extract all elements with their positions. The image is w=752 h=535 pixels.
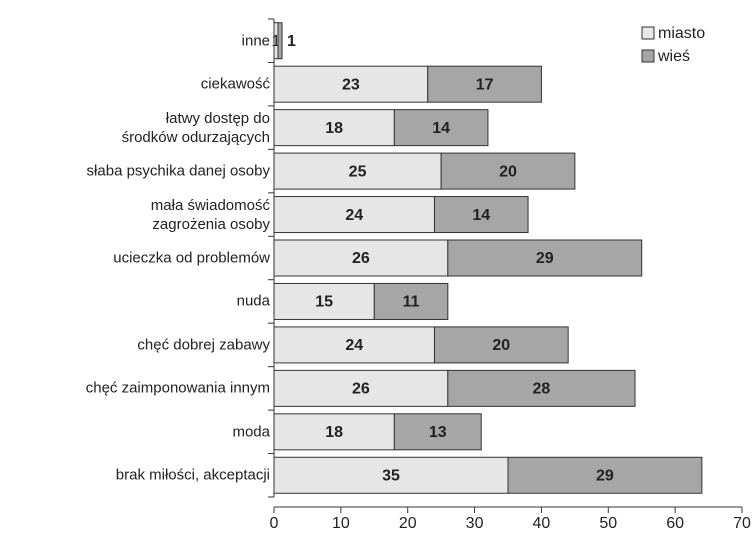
- bar-segment: [273, 196, 435, 234]
- bar-segment: [273, 152, 442, 190]
- bar-segment: [440, 152, 576, 190]
- bar-segment: [273, 413, 395, 451]
- category-label: nuda: [236, 292, 270, 310]
- legend-label: wieś: [657, 48, 690, 65]
- x-tick-label: 50: [599, 515, 617, 532]
- bar-segment: [273, 109, 395, 147]
- bar-segment: [277, 22, 283, 60]
- category-label: słaba psychika danej osoby: [86, 162, 270, 180]
- category-label: ucieczka od problemów: [113, 249, 270, 267]
- value-label: 28: [533, 381, 551, 398]
- value-label: 20: [492, 337, 510, 354]
- value-label: 17: [476, 76, 494, 93]
- value-label: 14: [472, 207, 490, 224]
- value-label: 25: [349, 163, 367, 180]
- value-label: 14: [432, 120, 450, 137]
- category-label: mała świadomość zagrożenia osoby: [150, 196, 270, 233]
- bar-segment: [273, 65, 429, 103]
- bar-segment: [447, 369, 636, 407]
- x-tick-label: 20: [399, 515, 417, 532]
- bar-segment: [373, 282, 449, 320]
- x-tick-label: 30: [466, 515, 484, 532]
- bar-segment: [273, 239, 449, 277]
- value-label: 13: [429, 424, 447, 441]
- category-label: brak miłości, akceptacji: [115, 466, 270, 484]
- value-label: 29: [596, 467, 614, 484]
- x-tick-label: 0: [270, 515, 279, 532]
- bar-segment: [427, 65, 542, 103]
- category-label: ciekawość: [200, 75, 270, 93]
- value-label: 20: [499, 163, 517, 180]
- value-label: 23: [342, 76, 360, 93]
- bar-segment: [433, 196, 529, 234]
- bar-segment: [447, 239, 643, 277]
- value-label: 18: [325, 120, 343, 137]
- value-label: 26: [352, 250, 370, 267]
- legend-swatch: [641, 49, 655, 63]
- bar-segment: [393, 109, 489, 147]
- value-label: 24: [345, 337, 363, 354]
- category-label: chęć dobrej zabawy: [137, 336, 270, 354]
- bar-segment: [273, 282, 375, 320]
- category-label: moda: [232, 423, 270, 441]
- category-label: inne: [241, 32, 270, 50]
- value-label: 35: [382, 467, 400, 484]
- bar-segment: [273, 369, 449, 407]
- value-label: 18: [325, 424, 343, 441]
- legend-swatch: [641, 26, 655, 40]
- x-tick-label: 10: [332, 515, 350, 532]
- bar-segment: [433, 326, 569, 364]
- value-label: 1: [287, 33, 296, 50]
- value-label: 1: [272, 33, 281, 50]
- category-label: łatwy dostęp do środków odurzających: [121, 109, 270, 146]
- value-label: 11: [403, 294, 420, 311]
- x-tick-label: 60: [666, 515, 684, 532]
- x-tick-label: 70: [733, 515, 751, 532]
- legend-label: miasto: [658, 25, 705, 42]
- bar-segment: [393, 413, 482, 451]
- category-label: chęć zaimponowania innym: [85, 379, 270, 397]
- value-label: 29: [536, 250, 554, 267]
- value-label: 15: [315, 294, 333, 311]
- value-label: 26: [352, 381, 370, 398]
- value-label: 24: [345, 207, 363, 224]
- bar-segment: [507, 456, 703, 494]
- x-tick-label: 40: [533, 515, 551, 532]
